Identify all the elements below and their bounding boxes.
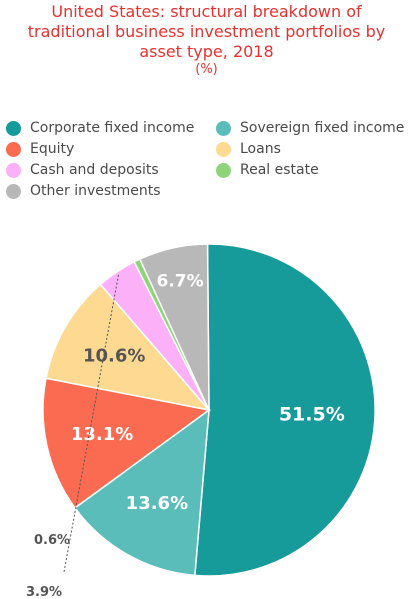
legend-item-cash-and-deposits: Cash and deposits bbox=[6, 162, 159, 178]
pie-slice-corporate-fixed-income bbox=[194, 243, 376, 577]
pie-slice-loans bbox=[45, 283, 211, 412]
legend-item-other-investments: Other investments bbox=[6, 183, 161, 199]
legend-label-equity: Equity bbox=[30, 141, 75, 157]
legend-label-sovereign-fixed-income: Sovereign fixed income bbox=[240, 120, 405, 136]
chart-unit: (%) bbox=[195, 62, 218, 77]
legend-swatch-sovereign-fixed-income bbox=[216, 120, 231, 136]
legend-label-real-estate: Real estate bbox=[240, 162, 319, 178]
chart-title-line-2: traditional business investment portfoli… bbox=[27, 22, 386, 41]
data-label-cash-and-deposits: 3.9% bbox=[26, 585, 62, 599]
chart-title: United States: structural breakdown of t… bbox=[0, 2, 413, 77]
pie-slice-other-investments bbox=[138, 243, 210, 411]
legend-swatch-loans bbox=[216, 141, 231, 157]
chart-title-line-1: United States: structural breakdown of bbox=[51, 2, 362, 21]
data-label-loans: 10.6% bbox=[83, 345, 145, 366]
data-label-real-estate: 0.6% bbox=[34, 533, 70, 548]
legend-label-corporate-fixed-income: Corporate fixed income bbox=[30, 120, 195, 136]
pie-slice-equity bbox=[42, 377, 211, 509]
legend-swatch-cash-and-deposits bbox=[6, 162, 21, 178]
legend-item-equity: Equity bbox=[6, 141, 74, 157]
chart-title-line-3: asset type, 2018 bbox=[139, 42, 274, 61]
legend-label-other-investments: Other investments bbox=[30, 183, 161, 199]
data-label-corporate-fixed-income: 51.5% bbox=[279, 404, 345, 426]
data-label-equity: 13.1% bbox=[71, 424, 133, 445]
legend-item-sovereign-fixed-income: Sovereign fixed income bbox=[216, 120, 404, 136]
legend-swatch-corporate-fixed-income bbox=[6, 120, 21, 136]
data-label-sovereign-fixed-income: 13.6% bbox=[126, 493, 188, 514]
legend-label-cash-and-deposits: Cash and deposits bbox=[30, 162, 159, 178]
legend-label-loans: Loans bbox=[240, 141, 281, 157]
legend-swatch-equity bbox=[6, 141, 21, 157]
data-label-other-investments: 6.7% bbox=[157, 271, 204, 291]
pie-slice-sovereign-fixed-income bbox=[73, 408, 210, 577]
legend-swatch-real-estate bbox=[216, 162, 231, 178]
legend-item-real-estate: Real estate bbox=[216, 162, 319, 178]
legend-item-loans: Loans bbox=[216, 141, 281, 157]
legend-item-corporate-fixed-income: Corporate fixed income bbox=[6, 120, 194, 136]
legend-swatch-other-investments bbox=[6, 183, 21, 199]
